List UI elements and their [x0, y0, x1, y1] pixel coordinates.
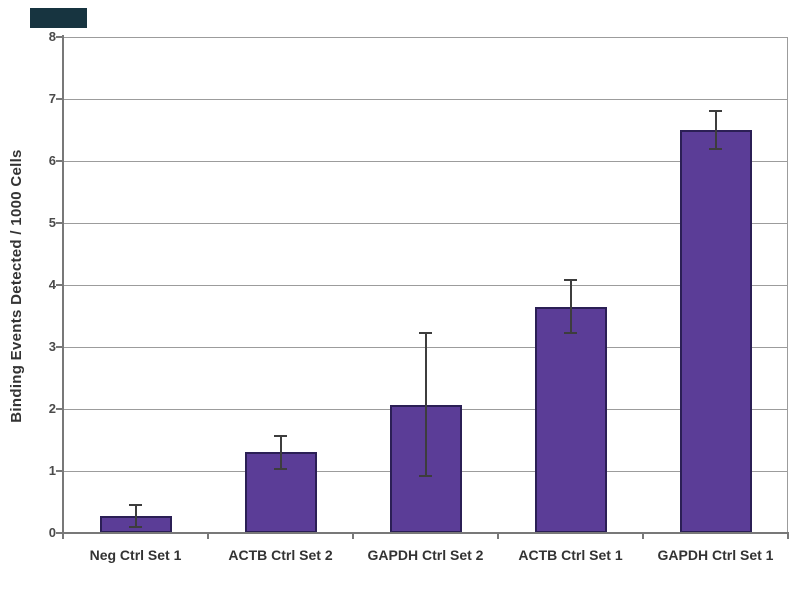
x-category-label: GAPDH Ctrl Set 1 — [657, 547, 774, 563]
y-tick-label: 8 — [48, 29, 56, 44]
y-tick-mark — [56, 408, 63, 410]
gridline — [63, 285, 788, 286]
y-tick-mark — [56, 98, 63, 100]
gridline — [63, 161, 788, 162]
x-axis-line — [63, 532, 789, 534]
error-bar-bottom-cap — [274, 468, 287, 471]
gridline — [63, 37, 788, 38]
x-tick-mark — [207, 534, 209, 539]
error-bar-whisker — [569, 280, 572, 334]
y-tick-label: 2 — [48, 401, 56, 416]
error-bar-bottom-cap — [709, 147, 722, 150]
error-bar-top-cap — [419, 332, 432, 335]
gridline — [63, 99, 788, 100]
y-tick-label: 5 — [48, 215, 56, 230]
y-tick-mark — [56, 532, 63, 534]
x-category-label: GAPDH Ctrl Set 2 — [367, 547, 484, 563]
error-bar-whisker — [279, 435, 282, 470]
x-tick-mark — [62, 534, 64, 539]
error-bar-top-cap — [274, 434, 287, 437]
error-bar-bottom-cap — [564, 332, 577, 335]
x-tick-mark — [642, 534, 644, 539]
x-category-label: ACTB Ctrl Set 2 — [228, 547, 333, 563]
y-tick-mark — [56, 284, 63, 286]
error-bar-top-cap — [564, 279, 577, 282]
error-bar-top-cap — [129, 504, 142, 507]
error-bar-whisker — [134, 505, 137, 528]
error-bar-bottom-cap — [129, 526, 142, 529]
corner-artifact — [30, 8, 87, 28]
bar — [679, 130, 752, 533]
x-category-label: ACTB Ctrl Set 1 — [518, 547, 623, 563]
error-bar-whisker — [714, 111, 717, 149]
x-tick-mark — [497, 534, 499, 539]
bar — [534, 306, 607, 533]
error-bar-top-cap — [709, 110, 722, 113]
y-tick-mark — [56, 222, 63, 224]
x-category-label: Neg Ctrl Set 1 — [89, 547, 182, 563]
y-tick-mark — [56, 470, 63, 472]
gridline — [63, 223, 788, 224]
y-tick-mark — [56, 160, 63, 162]
plot-area — [63, 37, 788, 533]
error-bar-whisker — [424, 333, 427, 476]
y-tick-mark — [56, 346, 63, 348]
y-axis-line — [62, 35, 64, 537]
y-tick-label: 7 — [48, 91, 56, 106]
x-tick-mark — [352, 534, 354, 539]
plot-right-border — [787, 37, 788, 533]
error-bar-bottom-cap — [419, 474, 432, 477]
y-tick-label: 4 — [48, 277, 56, 292]
y-tick-label: 1 — [48, 463, 56, 478]
y-tick-label: 0 — [48, 525, 56, 540]
y-tick-label: 3 — [48, 339, 56, 354]
x-tick-mark — [787, 534, 789, 539]
y-tick-label: 6 — [48, 153, 56, 168]
y-tick-mark — [56, 36, 63, 38]
